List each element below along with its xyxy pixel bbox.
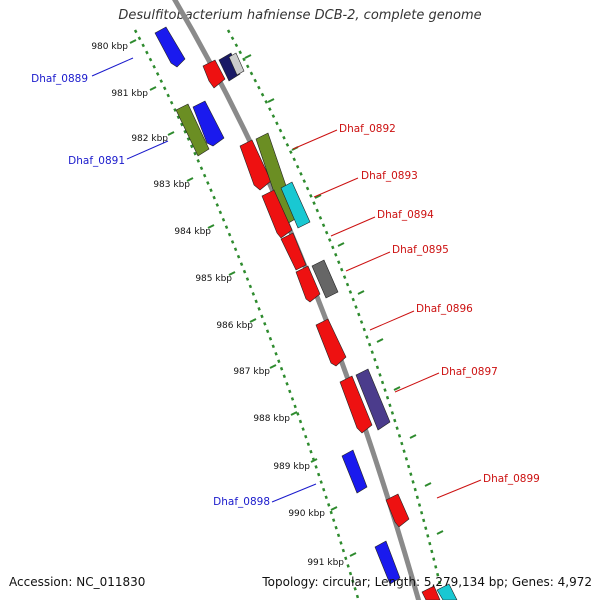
gene-labels-left: Dhaf_0889 Dhaf_0891 Dhaf_0898 <box>31 73 270 508</box>
gene-arrow-navy[interactable] <box>218 52 241 82</box>
gene-arrow-blue[interactable] <box>341 449 368 494</box>
gene-label[interactable]: Dhaf_0894 <box>377 209 434 221</box>
gene-arrows-outer <box>202 52 458 600</box>
gene-arrow-red[interactable] <box>339 375 373 434</box>
gene-arrow-purple[interactable] <box>355 368 391 431</box>
tick-label: 988 kbp <box>253 414 290 424</box>
gene-arrow-red[interactable] <box>280 232 307 271</box>
map-title: Desulfitobacterium hafniense DCB-2, comp… <box>118 8 482 23</box>
gene-labels-right: Dhaf_0892 Dhaf_0893 Dhaf_0894 Dhaf_0895 … <box>339 123 540 485</box>
tick-label: 985 kbp <box>195 274 232 284</box>
tick-label: 983 kbp <box>153 180 190 190</box>
gene-label[interactable]: Dhaf_0898 <box>213 496 270 508</box>
tick-label: 980 kbp <box>91 42 128 52</box>
tick-label: 982 kbp <box>131 134 168 144</box>
outer-ring-dotted <box>226 29 446 600</box>
tick-label: 984 kbp <box>174 227 211 237</box>
gene-label[interactable]: Dhaf_0899 <box>483 473 540 485</box>
gene-arrows-inner <box>154 26 401 585</box>
tick-label: 990 kbp <box>288 509 325 519</box>
gene-arrow-cyan[interactable] <box>436 583 458 600</box>
gene-arrow-red[interactable] <box>385 493 410 528</box>
gene-arrow-blue[interactable] <box>374 540 401 585</box>
gene-arrow-cyan[interactable] <box>280 181 311 229</box>
gene-arrow-red[interactable] <box>202 59 226 89</box>
gene-label[interactable]: Dhaf_0896 <box>416 303 473 315</box>
tick-label: 989 kbp <box>273 462 310 472</box>
tick-label: 986 kbp <box>216 321 253 331</box>
gene-arrow-red[interactable] <box>421 585 441 600</box>
gene-arrow-red[interactable] <box>261 189 293 239</box>
gene-label[interactable]: Dhaf_0895 <box>392 244 449 256</box>
gene-label[interactable]: Dhaf_0891 <box>68 155 125 167</box>
tick-label: 981 kbp <box>111 89 148 99</box>
gene-label[interactable]: Dhaf_0897 <box>441 366 498 378</box>
gene-label[interactable]: Dhaf_0892 <box>339 123 396 135</box>
gene-arrow-gray[interactable] <box>228 52 245 76</box>
gene-arrow-blue[interactable] <box>192 100 225 147</box>
gene-arrow-gray[interactable] <box>311 259 339 299</box>
leader-lines-right <box>292 129 482 499</box>
gene-arrow-red[interactable] <box>239 139 272 191</box>
tick-label: 991 kbp <box>307 558 344 568</box>
accession-text: Accession: NC_011830 <box>9 575 146 589</box>
topology-text: Topology: circular; Length: 5,279,134 bp… <box>262 575 592 589</box>
ring-ticks <box>129 39 444 557</box>
tick-label: 987 kbp <box>233 367 270 377</box>
gene-arrow-blue[interactable] <box>154 26 186 68</box>
gene-label[interactable]: Dhaf_0889 <box>31 73 88 85</box>
gene-arrow-red[interactable] <box>315 318 347 367</box>
gene-arrow-red[interactable] <box>295 265 321 303</box>
leader-lines-left <box>91 57 317 503</box>
tick-labels: 980 kbp 981 kbp 982 kbp 983 kbp 984 kbp … <box>91 42 344 568</box>
gene-label[interactable]: Dhaf_0893 <box>361 170 418 182</box>
gene-arrow-olive[interactable] <box>175 103 210 157</box>
